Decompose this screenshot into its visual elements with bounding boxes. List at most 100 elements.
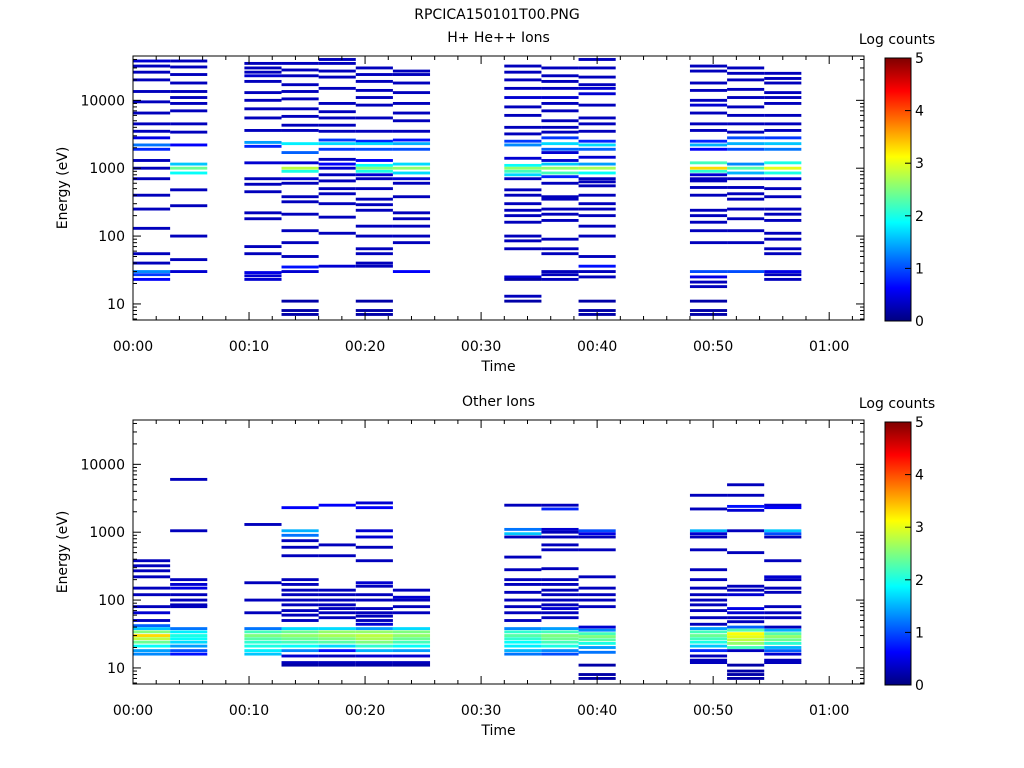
heatmap-cell — [281, 627, 319, 631]
heatmap-cell — [392, 142, 431, 146]
heatmap-cell — [392, 224, 431, 228]
y-tick-label: 1000 — [89, 161, 125, 177]
heatmap-cell — [727, 78, 765, 82]
panel-title: Other Ions — [462, 394, 535, 410]
colorbar-label: Log counts — [859, 32, 935, 48]
heatmap-cell — [392, 654, 431, 658]
heatmap-cell — [727, 171, 765, 175]
heatmap-cell — [578, 309, 616, 312]
heatmap-cell — [392, 640, 431, 644]
heatmap-cell — [689, 654, 728, 658]
heatmap-cell — [727, 71, 765, 75]
heatmap-cell — [133, 70, 171, 74]
heatmap-cell — [727, 638, 765, 642]
heatmap-cell — [170, 166, 208, 170]
heatmap-cell — [170, 65, 208, 69]
heatmap-cell — [355, 614, 393, 618]
heatmap-cell — [689, 122, 728, 126]
heatmap-cell — [541, 543, 579, 547]
heatmap-cell — [541, 598, 579, 602]
heatmap-cell — [764, 625, 802, 629]
panel-1: H+ He++ Ions 00:00 00:10 00:20 00:30 00:40 00:… — [55, 30, 935, 375]
heatmap-cell — [504, 214, 542, 218]
heatmap-cell — [355, 66, 393, 70]
heatmap-cell — [355, 630, 393, 634]
heatmap-cell — [578, 586, 616, 590]
heatmap-cell — [244, 274, 282, 278]
heatmap-cell — [689, 179, 728, 183]
heatmap-cell — [318, 173, 356, 177]
heatmap-cell — [541, 252, 579, 256]
heatmap-cell — [689, 507, 728, 511]
heatmap-cell — [578, 162, 616, 166]
heatmap-cell — [244, 637, 282, 641]
heatmap-cell — [764, 649, 802, 653]
heatmap-cell — [504, 239, 542, 243]
heatmap-cell — [133, 640, 171, 644]
heatmap-cell — [318, 663, 356, 667]
heatmap-cell — [281, 68, 319, 72]
heatmap-cell — [244, 217, 282, 221]
heatmap-cell — [355, 598, 393, 602]
heatmap-cell — [355, 197, 393, 201]
heatmap-cell — [392, 91, 431, 95]
heatmap-cell — [541, 588, 579, 592]
heatmap-cell — [392, 634, 431, 637]
heatmap-cell — [355, 634, 393, 637]
heatmap-cell — [281, 200, 319, 204]
heatmap-cell — [504, 619, 542, 622]
heatmap-cells — [133, 58, 802, 316]
heatmap-cell — [541, 652, 579, 656]
heatmap-cell — [764, 605, 802, 609]
heatmap-cell — [578, 193, 616, 197]
heatmap-cell — [578, 184, 616, 188]
heatmap-cell — [689, 532, 728, 536]
heatmap-cell — [281, 545, 319, 549]
plot-frame — [132, 55, 865, 321]
panel-title: H+ He++ Ions — [447, 30, 550, 46]
heatmap-cell — [689, 270, 728, 273]
heatmap-cell — [541, 607, 579, 610]
heatmap-cell — [764, 113, 802, 117]
heatmap-cell — [541, 637, 579, 641]
heatmap-cell — [392, 649, 431, 653]
heatmap-cell — [170, 109, 208, 113]
x-tick-label: 00:00 — [113, 703, 153, 719]
heatmap-cell — [281, 169, 319, 173]
heatmap-cells — [133, 477, 802, 680]
heatmap-cell — [244, 211, 282, 215]
heatmap-cell — [281, 582, 319, 586]
heatmap-cell — [244, 98, 282, 102]
heatmap-cell — [244, 245, 282, 249]
heatmap-cell — [170, 81, 208, 85]
heatmap-cell — [355, 637, 393, 641]
heatmap-cell — [541, 102, 579, 105]
heatmap-cell — [689, 299, 728, 303]
heatmap-cell — [727, 649, 765, 653]
heatmap-cell — [281, 539, 319, 543]
heatmap-cell — [318, 630, 356, 634]
heatmap-cell — [541, 162, 579, 166]
heatmap-cell — [578, 625, 616, 629]
heatmap-cell — [727, 620, 765, 624]
heatmap-cell — [133, 586, 171, 590]
heatmap-cell — [541, 212, 579, 216]
heatmap-cell — [281, 255, 319, 258]
heatmap-cell — [504, 275, 542, 279]
heatmap-cell — [318, 543, 356, 547]
heatmap-cell — [355, 129, 393, 133]
heatmap-cell — [504, 527, 542, 531]
colorbar-tick-label: 4 — [915, 468, 924, 484]
heatmap-cell — [689, 622, 728, 626]
heatmap-cell — [244, 649, 282, 653]
heatmap-cell — [578, 202, 616, 206]
heatmap-cell — [689, 644, 728, 648]
heatmap-cell — [578, 646, 616, 649]
heatmap-cell — [133, 100, 171, 104]
heatmap-cell — [541, 616, 579, 620]
heatmap-cell — [764, 91, 802, 95]
heatmap-cell — [133, 273, 171, 277]
heatmap-cell — [355, 644, 393, 648]
heatmap-cell — [578, 628, 616, 632]
heatmap-cell — [578, 234, 616, 238]
